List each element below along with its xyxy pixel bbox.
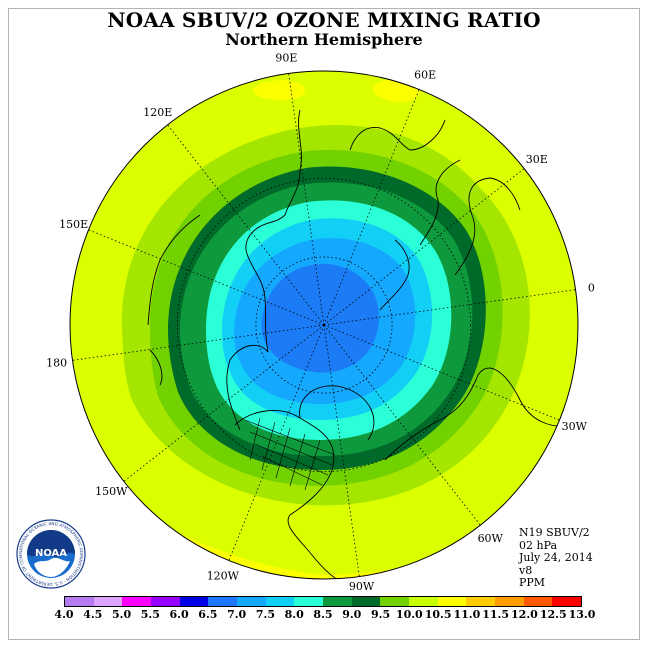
longitude-label: 120W bbox=[207, 569, 240, 582]
colorbar-tick-label: 4.5 bbox=[83, 608, 103, 621]
longitude-label: 150W bbox=[95, 485, 128, 498]
colorbar-swatch bbox=[437, 597, 467, 606]
colorbar-tick-label: 8.0 bbox=[284, 608, 304, 621]
colorbar-swatch bbox=[93, 597, 123, 606]
colorbar-swatch bbox=[265, 597, 295, 606]
colorbar-swatch bbox=[466, 597, 496, 606]
colorbar-swatch bbox=[323, 597, 352, 606]
colorbar-tick-label: 5.0 bbox=[111, 608, 132, 621]
colorbar-swatch bbox=[552, 597, 582, 606]
hemisphere-boundary bbox=[69, 70, 579, 580]
colorbar-swatch bbox=[122, 597, 152, 606]
colorbar-tick-label: 9.5 bbox=[370, 608, 391, 621]
longitude-label: 150E bbox=[59, 218, 88, 231]
colorbar-tick-label: 8.5 bbox=[313, 608, 333, 621]
colorbar-tick-label: 6.0 bbox=[169, 608, 189, 621]
colorbar-tick-label: 4.0 bbox=[54, 608, 74, 621]
longitude-label: 180 bbox=[46, 357, 67, 370]
latitude-circle bbox=[176, 177, 472, 473]
colorbar-tick-label: 7.0 bbox=[227, 608, 247, 621]
colorbar-swatch bbox=[523, 597, 553, 606]
colorbar-tick-label: 6.5 bbox=[198, 608, 218, 621]
colorbar-tick-label: 7.5 bbox=[255, 608, 275, 621]
colorbar-swatch bbox=[294, 597, 324, 606]
longitude-label: 30E bbox=[526, 153, 548, 166]
logo-text: NOAA bbox=[35, 548, 67, 559]
colorbar-tick-label: 12.5 bbox=[539, 608, 567, 621]
longitude-label: 90W bbox=[349, 580, 375, 593]
longitude-label: 90E bbox=[275, 52, 297, 65]
colorbar-ticks: 4.0 4.5 5.0 5.5 6.0 6.5 7.0 7.5 8.0 8.5 9.0 9.5 10.0… bbox=[54, 608, 596, 622]
colorbar-swatch bbox=[409, 597, 438, 606]
page-subtitle: Northern Hemisphere bbox=[225, 30, 423, 49]
colorbar-swatch bbox=[179, 597, 209, 606]
colorbar-swatch bbox=[151, 597, 180, 606]
coastlines bbox=[147, 109, 576, 579]
colorbar-tick-label: 13.0 bbox=[568, 608, 596, 621]
colorbar-swatch bbox=[495, 597, 524, 606]
longitude-label: 60W bbox=[478, 532, 504, 545]
colorbar-tick-label: 5.5 bbox=[140, 608, 160, 621]
colorbar-swatch bbox=[351, 597, 381, 606]
longitude-label: 30W bbox=[562, 420, 588, 433]
longitude-label: 60E bbox=[414, 69, 436, 82]
version-label: v8 bbox=[519, 563, 533, 577]
colorbar-tick-label: 11.5 bbox=[482, 608, 510, 621]
colorbar-tick-label: 10.5 bbox=[424, 608, 452, 621]
colorbar bbox=[64, 596, 582, 607]
colorbar-tick-label: 9.0 bbox=[342, 608, 362, 621]
colorbar-tick-label: 11.0 bbox=[453, 608, 481, 621]
colorbar-tick-label: 10.0 bbox=[395, 608, 423, 621]
longitude-label: 0 bbox=[588, 281, 595, 294]
date-label: July 24, 2014 bbox=[519, 551, 593, 564]
latitude-circle bbox=[255, 256, 393, 394]
colorbar-swatch bbox=[237, 597, 266, 606]
units-label: PPM bbox=[519, 576, 546, 589]
graticule bbox=[72, 73, 576, 577]
product-info: N19 SBUV/2 02 hPa July 24, 2014 v8 PPM bbox=[519, 526, 593, 590]
pressure-label: 02 hPa bbox=[519, 538, 558, 552]
longitude-label: 120E bbox=[143, 106, 172, 119]
longitude-labels: 90E 60E 30E 0 30W 60W 90W 120W 150W 180 150E 120E bbox=[46, 52, 595, 593]
us-states-grid bbox=[244, 417, 336, 491]
figure-frame bbox=[8, 8, 640, 640]
field-band-6-0 bbox=[261, 263, 380, 373]
satellite-label: N19 SBUV/2 bbox=[519, 526, 590, 539]
noaa-logo: NOAA NATIONAL OCEANIC AND ATMOSPHERIC AD… bbox=[16, 519, 86, 589]
colorbar-swatch bbox=[65, 597, 94, 606]
colorbar-swatch bbox=[380, 597, 410, 606]
colorbar-tick-label: 12.0 bbox=[511, 608, 538, 621]
page-title: NOAA SBUV/2 OZONE MIXING RATIO bbox=[107, 8, 541, 32]
colorbar-swatch bbox=[208, 597, 238, 606]
field-band-yellow-north-1 bbox=[252, 80, 306, 101]
